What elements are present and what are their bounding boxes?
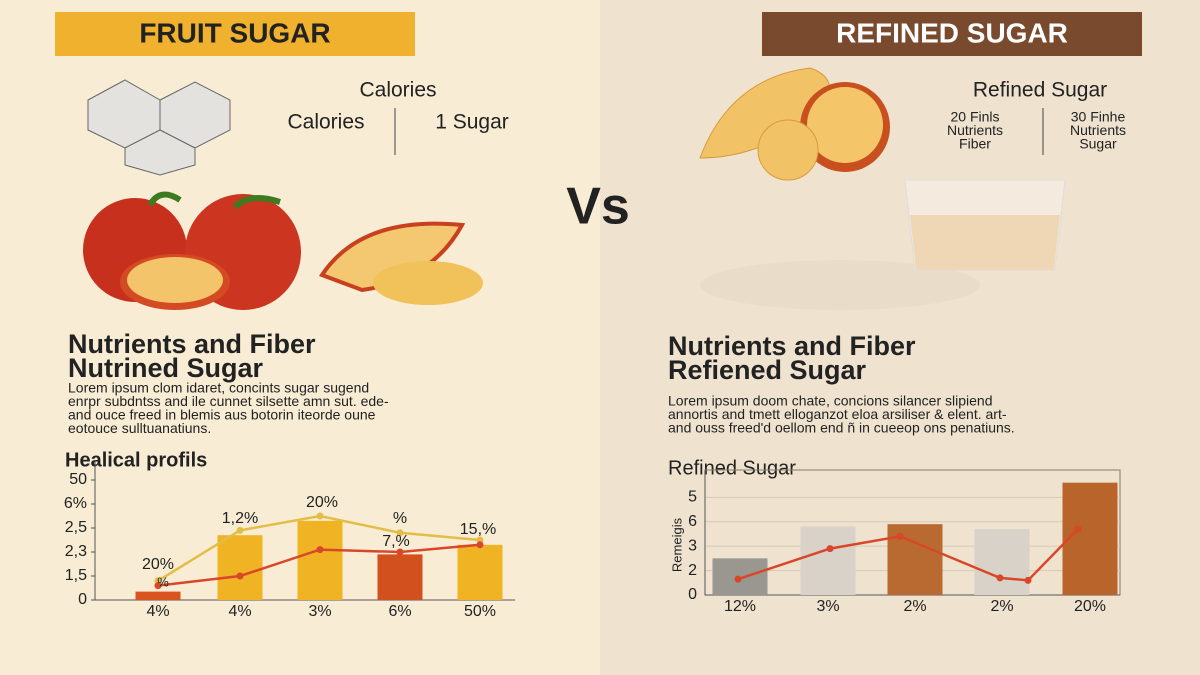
annotation: 7,% — [382, 533, 410, 550]
trend-point — [996, 574, 1004, 582]
annotation: 15,% — [460, 521, 496, 538]
trend-line — [737, 528, 1079, 582]
trend-point — [396, 529, 404, 537]
annotation: % — [157, 574, 169, 589]
stat: 20 Finls — [950, 109, 999, 125]
bar — [135, 591, 181, 600]
bar — [1062, 482, 1118, 595]
stat: 30 Finhe — [1071, 109, 1126, 125]
heading: Refiened Sugar — [668, 355, 867, 385]
charts: 01,52,32,56%504% 4% 3% 6% 50%20%%1,2%20%%7,%… — [64, 460, 1121, 620]
molecule-icon — [87, 79, 231, 176]
heading: Nutrients and Fiber — [668, 331, 916, 361]
trend-point — [316, 546, 324, 554]
bar — [457, 544, 503, 600]
bar — [974, 529, 1030, 595]
right-badge-text: REFINED SUGAR — [836, 17, 1068, 48]
y-tick-label: 5 — [688, 489, 697, 506]
bar — [297, 520, 343, 600]
bar — [217, 535, 263, 600]
y-tick-label: 6 — [688, 513, 697, 530]
trend-point — [1024, 576, 1032, 584]
chart-title: Refined Sugar — [668, 457, 796, 479]
y-tick-label: 0 — [78, 591, 87, 608]
y-tick-label: 2 — [688, 562, 697, 579]
y-tick-label: 3 — [688, 537, 697, 554]
trend-point — [236, 526, 244, 534]
right-badge — [762, 12, 1142, 56]
annotation: % — [393, 510, 407, 527]
text-line: and ouss freed'd oellom end ñ in cueeop … — [668, 420, 1015, 436]
annotation: 20% — [306, 494, 338, 511]
x-tick-label: 12% — [724, 598, 756, 615]
x-tick-label: 50% — [464, 603, 496, 620]
body-text: Lorem ipsum doom chate, concions silance… — [668, 393, 1015, 436]
x-tick-label: 2% — [903, 598, 926, 615]
fruit-illustration — [83, 191, 483, 310]
y-tick-label: 0 — [688, 586, 697, 603]
stat: Sugar — [1079, 136, 1117, 152]
stats-title: Calories — [359, 79, 436, 102]
x-tick-label: 20% — [1074, 598, 1106, 615]
annotation: 20% — [142, 556, 174, 573]
bar — [377, 554, 423, 600]
x-tick-label: 2% — [990, 598, 1013, 615]
bar — [887, 524, 943, 595]
y-tick-label: 2,5 — [65, 519, 87, 536]
trend-point — [734, 575, 742, 583]
trend-point — [236, 572, 244, 580]
stats-title: Refined Sugar — [973, 79, 1107, 102]
stat: 1 Sugar — [435, 111, 509, 134]
trend-point — [476, 536, 484, 544]
sugar-illustration — [699, 67, 1066, 310]
x-tick-label: 4% — [228, 603, 251, 620]
stat: Calories — [287, 111, 364, 134]
left-badge-text: FRUIT SUGAR — [139, 17, 330, 48]
y-tick-label: 1,5 — [65, 567, 87, 584]
annotation: 1,2% — [222, 510, 258, 527]
y-tick-label: 50 — [69, 471, 87, 488]
text-line: enrpr subdntss and ile cunnet silsette a… — [68, 393, 389, 409]
bar — [800, 526, 856, 595]
x-tick-label: 4% — [146, 603, 169, 620]
chart-title: Healical profils — [65, 449, 207, 471]
body-text: Lorem ipsum clom idaret, concints sugar … — [68, 380, 389, 437]
y-tick-label: 6% — [64, 495, 87, 512]
stat: Fiber — [959, 136, 991, 152]
trend-point — [154, 577, 162, 585]
stat: Nutrients — [947, 122, 1003, 138]
left-badge — [55, 12, 415, 56]
y-axis-label: Remeigis — [669, 517, 684, 572]
trend-point — [896, 532, 904, 540]
text-line: annortis and tmett elloganzot eloa arsil… — [668, 406, 1007, 422]
x-tick-label: 3% — [816, 598, 839, 615]
text-line: Lorem ipsum clom idaret, concints sugar … — [68, 380, 369, 396]
trend-point — [316, 512, 324, 520]
trend-point — [826, 545, 834, 553]
vs: Vs — [566, 178, 630, 236]
heading: Nutrients and Fiber — [68, 329, 316, 359]
x-tick-label: 6% — [388, 603, 411, 620]
trend-point — [396, 548, 404, 556]
trend-point — [1074, 525, 1082, 533]
text-line: Lorem ipsum doom chate, concions silance… — [668, 393, 993, 409]
stat: Nutrients — [1070, 122, 1126, 138]
text-line: and ouce freed in blemis aus botorin ite… — [68, 407, 376, 423]
y-tick-label: 2,3 — [65, 543, 87, 560]
text-line: eotouce sulltuanatiuns. — [68, 420, 211, 436]
x-tick-label: 3% — [308, 603, 331, 620]
heading: Nutrined Sugar — [68, 353, 264, 383]
trend-point — [154, 582, 162, 590]
trend-point — [476, 541, 484, 549]
